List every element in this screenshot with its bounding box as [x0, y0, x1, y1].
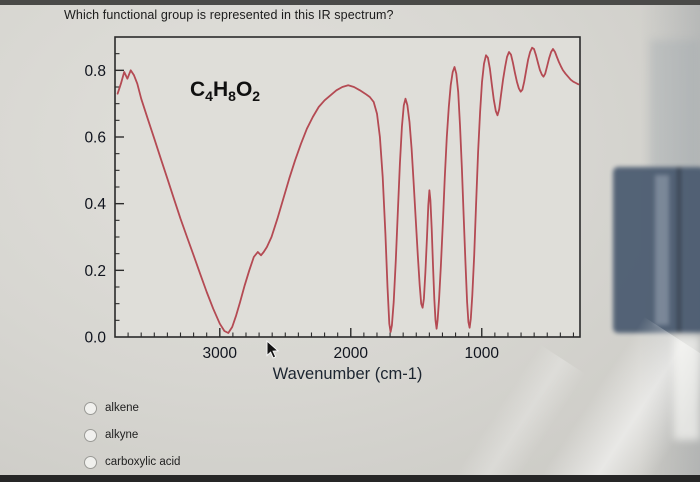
mouse-cursor — [266, 340, 280, 359]
option-label: carboxylic acid — [105, 456, 181, 468]
formula-label: C4H8O2 — [190, 78, 260, 104]
reflection-window — [613, 167, 700, 333]
reflection-highlight — [674, 336, 700, 440]
option-row-alkyne[interactable]: alkyne — [84, 428, 180, 442]
reflection-window-pane — [655, 175, 669, 325]
plot-border — [114, 36, 581, 338]
photo-bottom-edge — [0, 475, 700, 482]
ir-spectrum-chart: 3000 2000 1000 0.0 0.2 0.4 0.6 0.8 C4H8O2 Wavenum… — [84, 36, 581, 383]
x-tick-label: 1000 — [465, 345, 500, 362]
photo-top-edge — [0, 0, 700, 5]
option-label: alkyne — [105, 429, 139, 441]
x-axis-label: Wavenumber (cm-1) — [273, 365, 423, 383]
y-tick-label: 0.8 — [84, 63, 106, 80]
x-tick-label: 3000 — [203, 345, 238, 362]
spectrum-curve — [116, 46, 580, 334]
y-tick-label: 0.6 — [84, 130, 106, 147]
option-label: alkene — [105, 402, 139, 414]
radio-button[interactable] — [84, 428, 97, 442]
x-tick-label: 2000 — [334, 345, 369, 362]
option-row-carboxylic-acid[interactable]: carboxylic acid — [84, 455, 180, 469]
reflection-top-band — [650, 40, 700, 170]
question-text: Which functional group is represented in… — [64, 8, 394, 22]
radio-button[interactable] — [84, 401, 97, 415]
option-row-alkene[interactable]: alkene — [84, 401, 180, 415]
y-tick-label: 0.2 — [84, 263, 106, 280]
options-list: alkene alkyne carboxylic acid — [84, 401, 180, 482]
y-tick-label: 0.4 — [84, 196, 106, 213]
y-tick-label: 0.0 — [84, 330, 106, 347]
radio-button[interactable] — [84, 455, 97, 469]
reflection-window-frame — [677, 167, 681, 333]
